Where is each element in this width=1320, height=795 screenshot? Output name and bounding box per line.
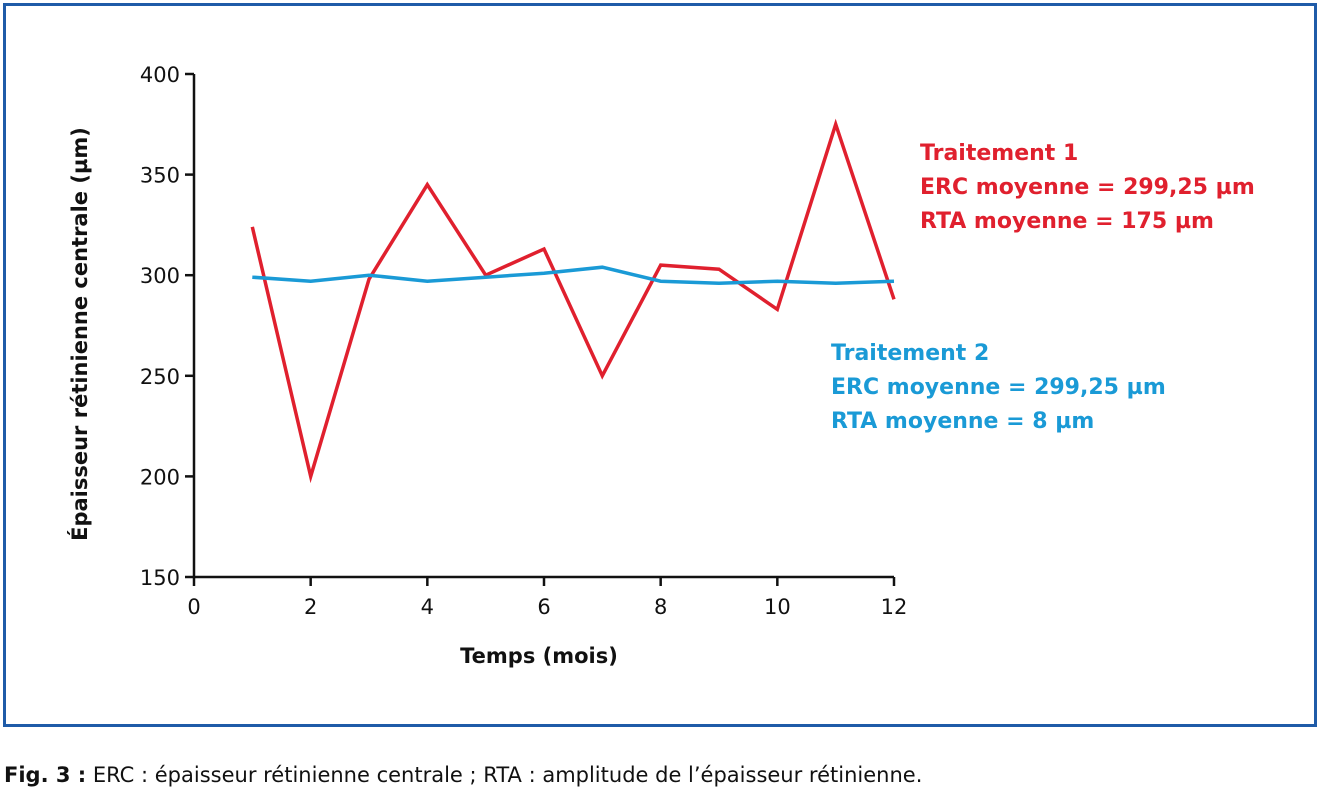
chart-series [250,118,896,484]
x-axis-title: Temps (mois) [460,644,618,668]
x-tick-label: 6 [537,595,550,619]
x-tick-label: 4 [421,595,434,619]
series-line-2 [252,265,895,285]
x-tick-label: 12 [881,595,908,619]
annotation-2-line-2: ERC moyenne = 299,25 µm [831,375,1166,400]
annotation-2-line-1: Traitement 2 [831,341,989,366]
figure-frame [3,3,1317,727]
x-tick-label: 8 [654,595,667,619]
chart-axes: 150 200 250 300 350 400 0 2 4 6 8 10 12 [140,63,907,619]
y-tick-label: 300 [140,264,180,288]
x-tick-label: 2 [304,595,317,619]
figure-caption: Fig. 3 : ERC : épaisseur rétinienne cent… [4,763,922,787]
annotation-1-line-3: RTA moyenne = 175 µm [920,209,1214,234]
caption-text: ERC : épaisseur rétinienne centrale ; RT… [86,763,923,787]
series-line-1 [250,118,896,484]
y-tick-label: 200 [140,465,180,489]
y-tick-label: 350 [140,164,180,188]
y-axis-title: Épaisseur rétinienne centrale (µm) [67,127,92,541]
annotation-2-line-3: RTA moyenne = 8 µm [831,409,1094,434]
x-tick-label: 0 [187,595,200,619]
x-tick-label: 10 [764,595,791,619]
annotation-1-line-2: ERC moyenne = 299,25 µm [920,175,1255,200]
annotation-1-line-1: Traitement 1 [920,141,1078,166]
line-chart: 150 200 250 300 350 400 0 2 4 6 8 10 12 Traitement 1… [67,63,1255,668]
chart-annotations: Traitement 1 ERC moyenne = 299,25 µm RTA m… [831,141,1255,434]
y-tick-label: 250 [140,365,180,389]
y-tick-label: 400 [140,63,180,87]
y-tick-label: 150 [140,566,180,590]
caption-label: Fig. 3 : [4,763,87,787]
